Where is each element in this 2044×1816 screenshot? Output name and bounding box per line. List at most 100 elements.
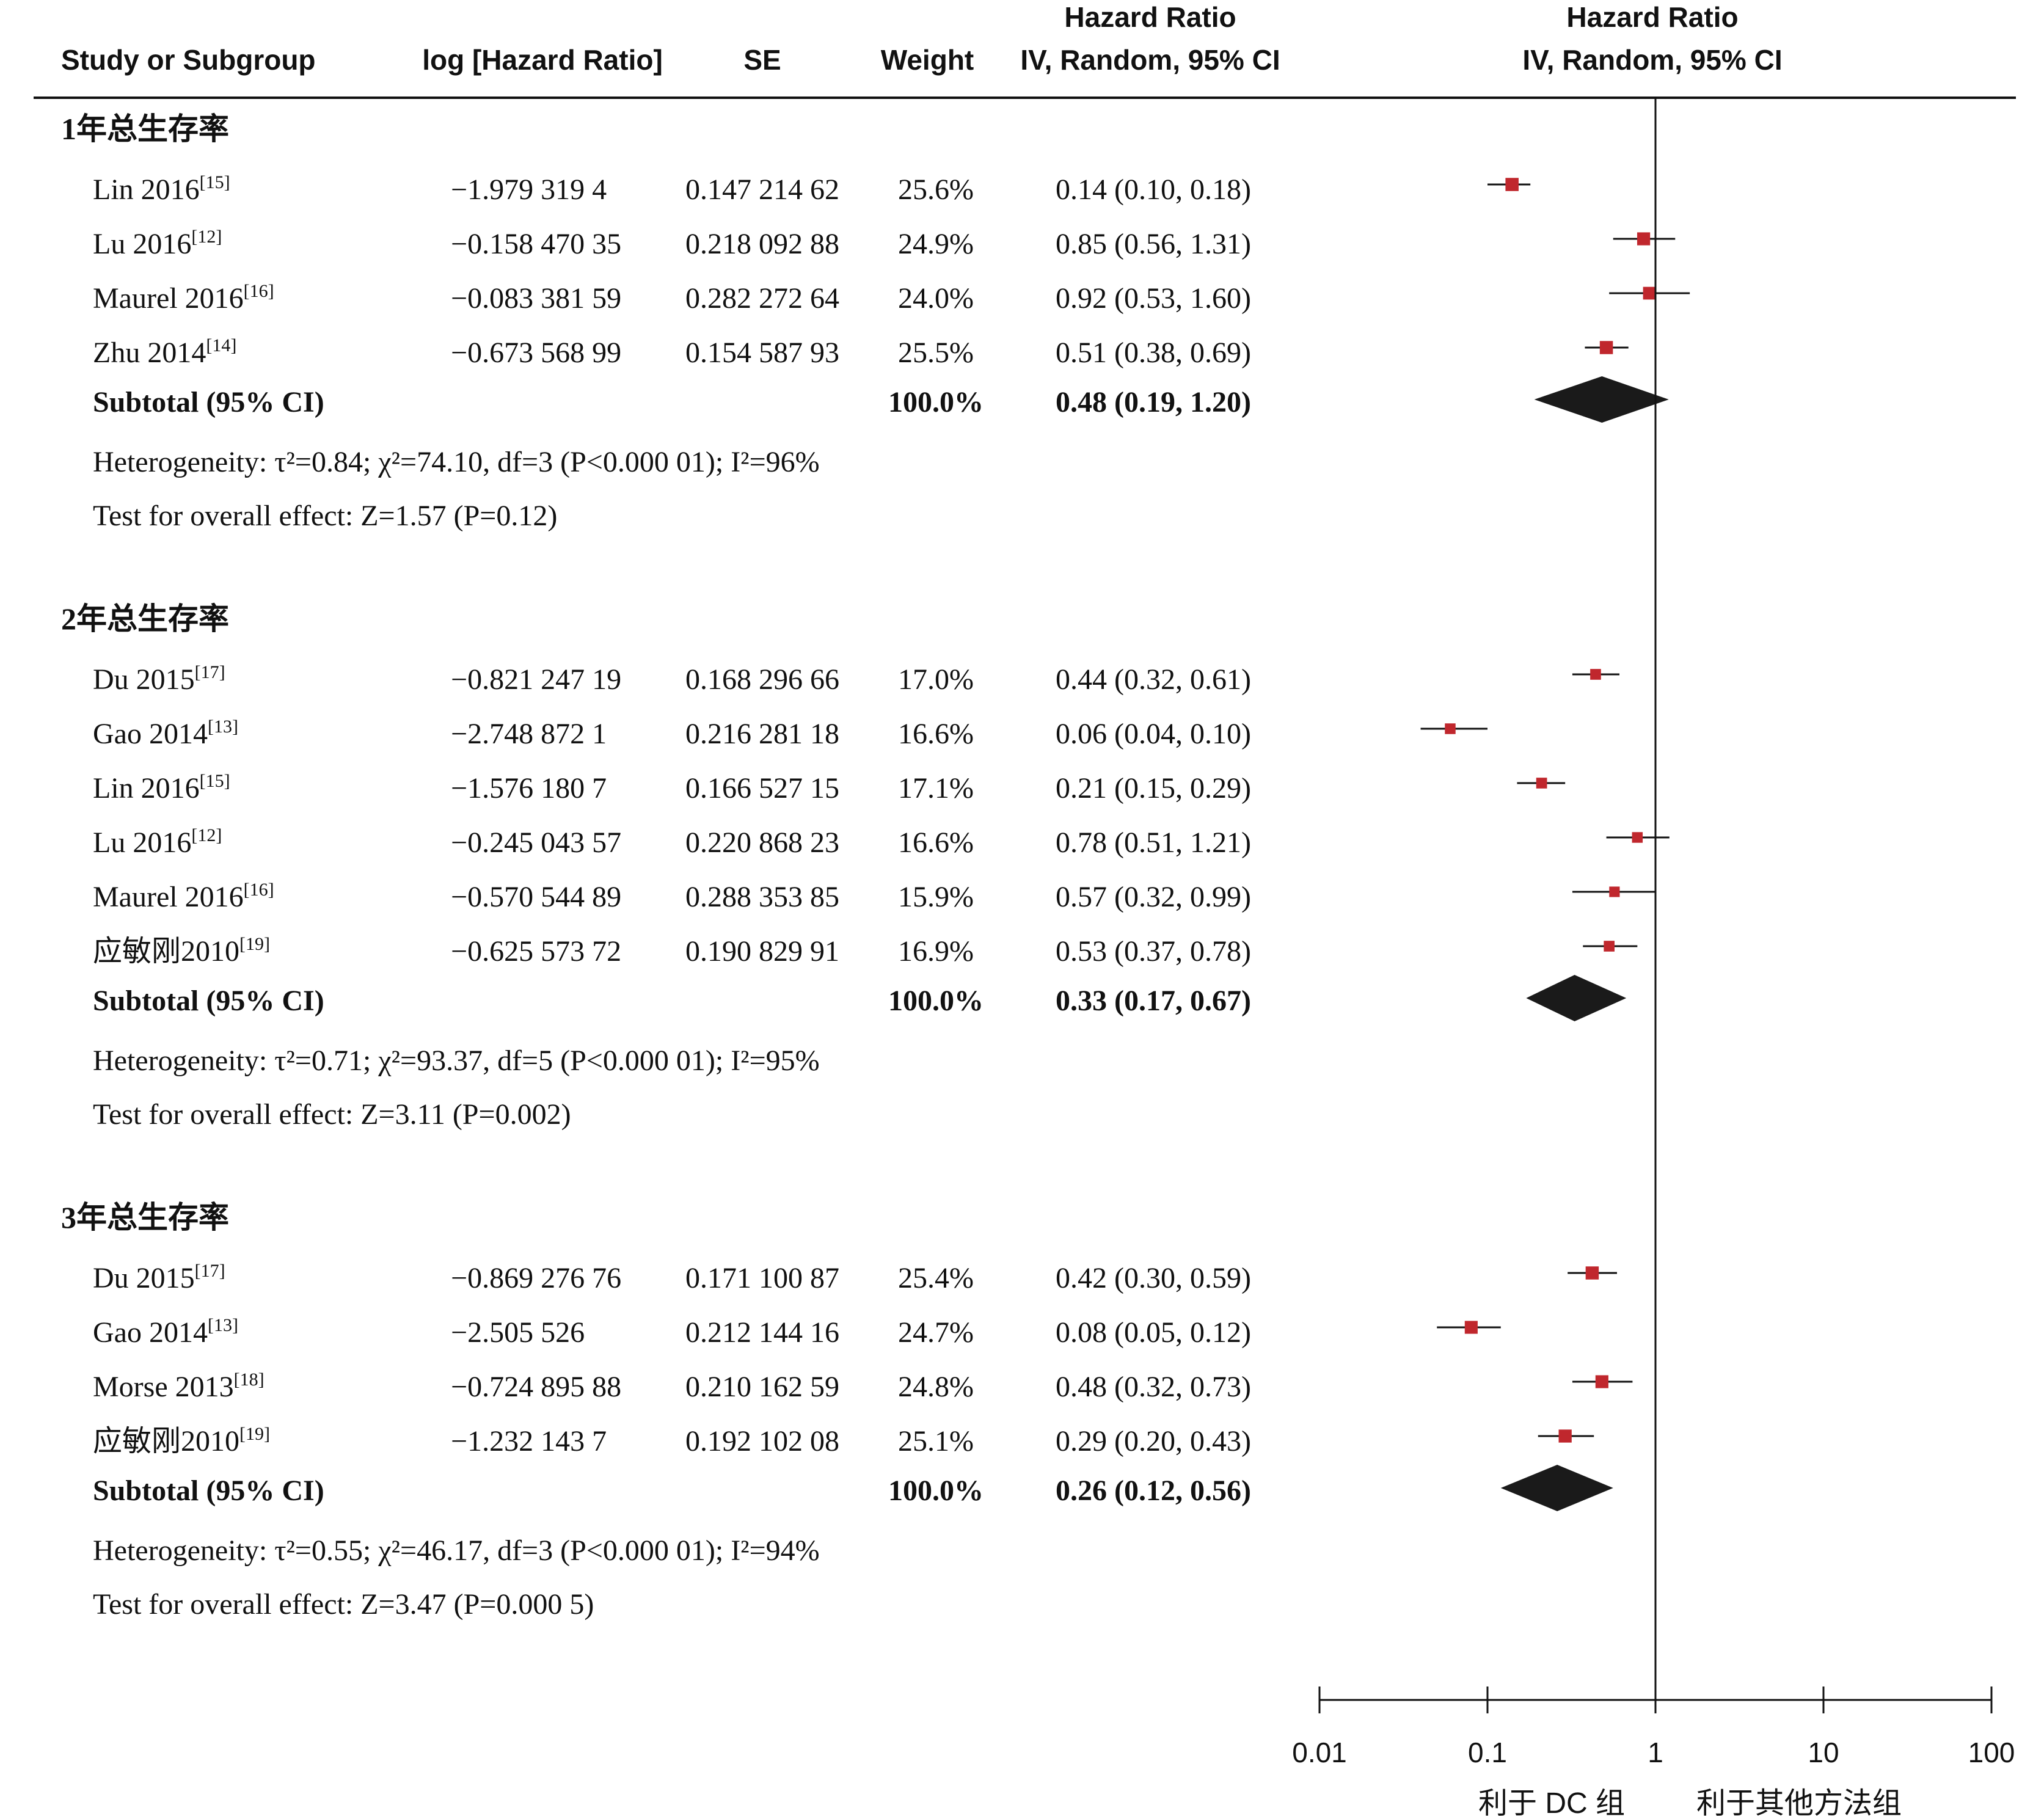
log-hazard-ratio-value: −0.625 573 72 (451, 935, 621, 968)
study-name: Lu 2016[12] (93, 227, 222, 260)
study-label: Lin 2016 (93, 173, 200, 206)
log-hazard-ratio-value: −0.724 895 88 (451, 1371, 621, 1403)
study-label: Gao 2014 (93, 1316, 208, 1349)
log-hazard-ratio-value: −2.748 872 1 (451, 718, 607, 750)
overall-effect-test: Test for overall effect: Z=3.11 (P=0.002… (93, 1098, 571, 1131)
study-reference: [15] (200, 771, 230, 791)
study-reference: [16] (244, 880, 274, 900)
log-hazard-ratio-value: −1.232 143 7 (451, 1425, 607, 1457)
subgroup-title: 2年总生存率 (61, 602, 229, 636)
header-plot-title: Hazard Ratio (1566, 1, 1738, 33)
heterogeneity-stats: Heterogeneity: τ²=0.55; χ²=46.17, df=3 (… (93, 1534, 820, 1567)
hazard-ratio-ci-value: 0.21 (0.15, 0.29) (1056, 772, 1251, 804)
weight-value: 25.4% (898, 1262, 974, 1294)
se-value: 0.166 527 15 (685, 772, 839, 804)
study-reference: [19] (239, 934, 270, 954)
se-value: 0.168 296 66 (685, 663, 839, 696)
subtotal-weight: 100.0% (888, 1475, 984, 1507)
point-estimate-marker (1599, 341, 1613, 354)
study-reference: [13] (208, 1315, 238, 1335)
study-reference: [16] (244, 281, 274, 301)
subtotal-hazard-ratio-ci: 0.26 (0.12, 0.56) (1056, 1475, 1251, 1507)
se-value: 0.218 092 88 (685, 228, 839, 260)
heterogeneity-stats: Heterogeneity: τ²=0.71; χ²=93.37, df=5 (… (93, 1045, 820, 1077)
study-name: 应敏刚2010[19] (93, 934, 270, 968)
overall-effect-test: Test for overall effect: Z=3.47 (P=0.000… (93, 1588, 594, 1621)
hazard-ratio-ci-value: 0.42 (0.30, 0.59) (1056, 1262, 1251, 1294)
hazard-ratio-ci-value: 0.29 (0.20, 0.43) (1056, 1425, 1251, 1457)
study-name: Zhu 2014[14] (93, 335, 236, 369)
subtotal-label: Subtotal (95% CI) (93, 1475, 324, 1507)
header-weight: Weight (881, 44, 974, 76)
subtotal-weight: 100.0% (888, 386, 984, 418)
x-tick-label: 0.01 (1292, 1737, 1347, 1768)
study-reference: [12] (191, 227, 222, 247)
weight-value: 16.6% (898, 718, 974, 750)
log-hazard-ratio-value: −0.570 544 89 (451, 881, 621, 913)
log-hazard-ratio-value: −1.979 319 4 (451, 173, 607, 206)
point-estimate-marker (1536, 778, 1547, 789)
x-tick-label: 0.1 (1468, 1737, 1507, 1768)
hazard-ratio-ci-value: 0.78 (0.51, 1.21) (1056, 826, 1251, 859)
study-reference: [17] (195, 662, 225, 682)
study-reference: [14] (206, 335, 236, 356)
point-estimate-marker (1505, 178, 1519, 191)
point-estimate-marker (1609, 886, 1620, 897)
overall-effect-test: Test for overall effect: Z=1.57 (P=0.12) (93, 500, 557, 532)
plot-marks (1420, 98, 1690, 1700)
favours-left-label: 利于 DC 组 (1478, 1787, 1625, 1816)
hazard-ratio-ci-value: 0.92 (0.53, 1.60) (1056, 282, 1251, 315)
hazard-ratio-ci-value: 0.57 (0.32, 0.99) (1056, 881, 1251, 913)
point-estimate-marker (1464, 1321, 1478, 1334)
header-log-hazard-ratio: log [Hazard Ratio] (422, 44, 663, 76)
x-tick-label: 100 (1968, 1737, 2015, 1768)
header-study: Study or Subgroup (61, 44, 316, 76)
study-name: Du 2015[17] (93, 1261, 225, 1294)
study-reference: [13] (208, 717, 238, 737)
study-name: Lin 2016[15] (93, 172, 230, 206)
subgroup-title: 3年总生存率 (61, 1200, 229, 1234)
header-se: SE (743, 44, 781, 76)
log-hazard-ratio-value: −0.821 247 19 (451, 663, 621, 696)
subtotal-diamond (1526, 975, 1627, 1021)
weight-value: 16.9% (898, 935, 974, 968)
weight-value: 24.8% (898, 1371, 974, 1403)
hazard-ratio-ci-value: 0.85 (0.56, 1.31) (1056, 228, 1251, 260)
se-value: 0.147 214 62 (685, 173, 839, 206)
x-axis: 0.01 0.1 1 10 100 利于 DC 组 利于其他方法组 (1292, 1687, 2015, 1816)
study-reference: [18] (234, 1369, 265, 1390)
study-name: Gao 2014[13] (93, 717, 238, 750)
se-value: 0.288 353 85 (685, 881, 839, 913)
weight-value: 24.7% (898, 1316, 974, 1349)
weight-value: 17.0% (898, 663, 974, 696)
point-estimate-marker (1637, 232, 1651, 246)
point-estimate-marker (1604, 941, 1615, 952)
log-hazard-ratio-value: −0.083 381 59 (451, 282, 621, 315)
subtotal-hazard-ratio-ci: 0.33 (0.17, 0.67) (1056, 985, 1251, 1017)
log-hazard-ratio-value: −0.245 043 57 (451, 826, 621, 859)
log-hazard-ratio-value: −0.869 276 76 (451, 1262, 621, 1294)
weight-value: 25.5% (898, 337, 974, 369)
se-value: 0.282 272 64 (685, 282, 839, 315)
se-value: 0.210 162 59 (685, 1371, 839, 1403)
log-hazard-ratio-value: −2.505 526 (451, 1316, 585, 1349)
study-label: 应敏刚2010 (93, 1425, 239, 1457)
study-label: Zhu 2014 (93, 337, 206, 369)
weight-value: 25.1% (898, 1425, 974, 1457)
header-plot-method: IV, Random, 95% CI (1522, 44, 1782, 76)
study-reference: [19] (239, 1424, 270, 1444)
subtotal-label: Subtotal (95% CI) (93, 386, 324, 418)
point-estimate-marker (1585, 1266, 1599, 1280)
weight-value: 25.6% (898, 173, 974, 206)
subtotal-hazard-ratio-ci: 0.48 (0.19, 1.20) (1056, 386, 1251, 418)
weight-value: 17.1% (898, 772, 974, 804)
subtotal-diamond (1500, 1465, 1613, 1511)
study-name: Du 2015[17] (93, 662, 225, 696)
se-value: 0.220 868 23 (685, 826, 839, 859)
study-label: Lu 2016 (93, 826, 191, 859)
subtotal-label: Subtotal (95% CI) (93, 985, 324, 1017)
study-label: Lu 2016 (93, 228, 191, 260)
study-name: Morse 2013[18] (93, 1369, 265, 1403)
